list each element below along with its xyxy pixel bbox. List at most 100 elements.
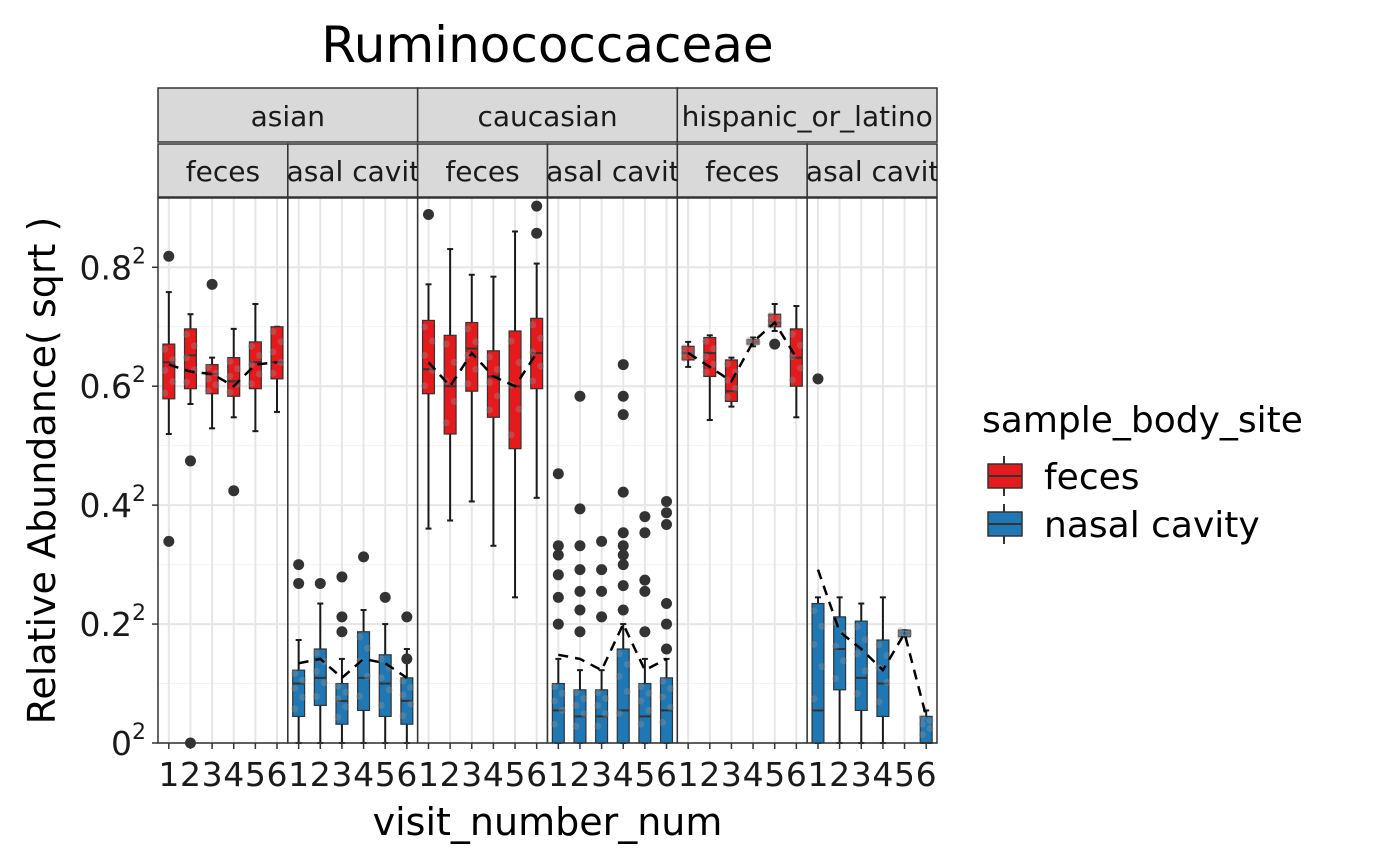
jitter-point (226, 372, 234, 380)
outlier-point (596, 535, 608, 547)
outlier-point (617, 359, 629, 371)
y-tick-label: 0.62 (80, 363, 146, 406)
jitter-point (832, 642, 840, 650)
jitter-point (680, 344, 688, 352)
jitter-point (356, 692, 364, 700)
x-tick-label: 3 (331, 755, 352, 794)
jitter-point (442, 419, 450, 427)
outlier-point (293, 559, 305, 571)
jitter-point (818, 622, 826, 630)
jitter-point (810, 695, 818, 703)
jitter-point (407, 700, 415, 708)
jitter-point (182, 378, 190, 386)
site-strip-label: nasal cavity (788, 155, 956, 188)
outlier-point (812, 373, 824, 385)
jitter-point (420, 382, 428, 390)
outlier-point (617, 604, 629, 616)
outlier-point (661, 519, 673, 531)
panel-border (806, 197, 938, 744)
x-tick-label: 2 (310, 755, 331, 794)
jitter-point (247, 361, 255, 369)
x-tick-label: 4 (483, 755, 504, 794)
jitter-point (450, 397, 458, 405)
x-tick-label: 1 (158, 755, 179, 794)
jitter-point (615, 673, 623, 681)
x-tick-label: 6 (267, 755, 288, 794)
jitter-point (897, 629, 905, 637)
jitter-point (818, 663, 826, 671)
mean-trend-line (168, 360, 278, 388)
jitter-point (472, 338, 480, 346)
jitter-point (204, 387, 212, 395)
y-tick-label: 0.82 (80, 244, 146, 287)
outlier-point (639, 574, 651, 586)
box-iqr (486, 350, 500, 418)
jitter-point (515, 405, 523, 413)
jitter-point (637, 697, 645, 705)
jitter-point (493, 392, 501, 400)
box-iqr (183, 328, 198, 390)
jitter-point (291, 684, 299, 692)
x-tick-label: 4 (223, 755, 244, 794)
outlier-point (206, 278, 218, 290)
box-iqr (292, 669, 306, 718)
jitter-point (840, 657, 848, 665)
box (312, 602, 328, 744)
box (356, 609, 372, 744)
jitter-point (875, 698, 883, 706)
jitter-point (247, 342, 255, 350)
jitter-point (212, 381, 220, 389)
outlier-point (163, 250, 175, 262)
jitter-point (515, 358, 523, 366)
jitter-point (399, 712, 407, 720)
box (226, 327, 242, 419)
panel-background (547, 198, 678, 743)
x-tick-label: 5 (245, 755, 266, 794)
jitter-point (853, 623, 861, 631)
outlier-point (661, 507, 673, 519)
outlier-point (617, 527, 629, 539)
jitter-point (299, 676, 307, 684)
jitter-point (926, 724, 934, 732)
jitter-point (161, 366, 169, 374)
jitter-point (788, 330, 796, 338)
mean-trend-line (427, 351, 538, 389)
jitter-point (537, 334, 545, 342)
outlier-point (596, 585, 608, 597)
jitter-point (334, 682, 342, 690)
box-iqr (703, 336, 717, 378)
jitter-point (926, 717, 934, 725)
jitter-point (277, 358, 285, 366)
box-iqr (443, 334, 457, 435)
outlier-point (552, 569, 564, 581)
box-iqr (508, 330, 522, 450)
outlier-point (639, 527, 651, 539)
outlier-point (617, 540, 629, 552)
group-strip-label: hispanic_or_latino (682, 100, 933, 133)
x-tick-label: 6 (786, 755, 807, 794)
outlier-point (401, 611, 413, 623)
site-strip (287, 143, 419, 198)
jitter-point (407, 684, 415, 692)
site-strip-label: feces (445, 155, 519, 188)
jitter-point (377, 674, 385, 682)
jitter-point (161, 389, 169, 397)
chart-title: Ruminococcaceae (321, 16, 773, 74)
jitter-point (623, 660, 631, 668)
outlier-point (314, 577, 326, 589)
jitter-point (594, 722, 602, 730)
outlier-point (617, 559, 629, 571)
jitter-point (247, 380, 255, 388)
outlier-point (574, 540, 586, 552)
group-strip (157, 87, 419, 143)
outlier-point (574, 585, 586, 597)
jitter-point (788, 352, 796, 360)
x-tick-label: 4 (613, 755, 634, 794)
jitter-point (796, 341, 804, 349)
jitter-point (615, 709, 623, 717)
outlier-point (617, 486, 629, 498)
jitter-point (320, 679, 328, 687)
jitter-point (364, 672, 372, 680)
